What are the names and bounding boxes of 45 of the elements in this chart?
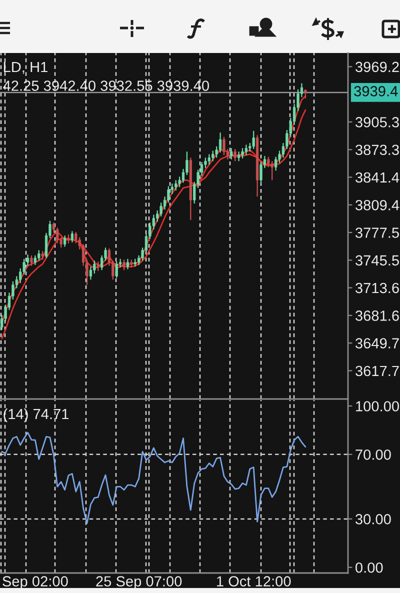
y-tick-label: 3873.3 xyxy=(356,144,399,156)
x-tick-label: 25 Sep 07:00 xyxy=(96,576,182,590)
y-tick-label: 3649.7 xyxy=(356,338,399,348)
y-tick-label: 100.00 xyxy=(356,401,399,412)
candlestick xyxy=(38,250,40,262)
y-tick-label: 3905.3 xyxy=(356,117,399,128)
candlestick xyxy=(174,180,178,192)
ref-line-label: 3939.4 xyxy=(354,86,398,96)
annotation: LD, H1 xyxy=(4,62,48,74)
y-tick-label: 30.00 xyxy=(356,514,391,524)
candlestick xyxy=(96,260,100,272)
candlestick xyxy=(122,259,126,271)
y-tick-label: 3969.2 xyxy=(356,62,399,72)
candlestick xyxy=(56,227,59,244)
candlestick xyxy=(212,150,214,162)
x-tick-label: Sep 02:00 xyxy=(2,576,68,590)
candlestick xyxy=(270,160,274,181)
y-tick-label: 3777.5 xyxy=(356,228,399,238)
candlestick xyxy=(63,234,66,248)
y-tick-label: 3809.4 xyxy=(356,200,400,210)
candlestick xyxy=(234,148,236,162)
candlestick xyxy=(30,254,33,266)
candlestick xyxy=(244,144,248,156)
candlestick xyxy=(70,230,74,243)
y-tick-label: 3617.7 xyxy=(356,366,399,376)
candlestick xyxy=(126,258,130,270)
annotation: (14) 74.71 xyxy=(4,408,69,422)
candlestick xyxy=(274,156,278,172)
y-tick-label: 3841.4 xyxy=(356,172,400,183)
annotation: 42.25 3942.40 3932.55 3939.40 xyxy=(3,80,209,91)
candlestick xyxy=(218,132,222,154)
candlestick xyxy=(34,254,36,266)
y-tick-label: 3681.6 xyxy=(356,310,399,321)
candlestick xyxy=(89,266,92,280)
candlestick xyxy=(208,154,210,166)
y-tick-label: 0.00 xyxy=(356,562,383,573)
line-series xyxy=(1,432,306,524)
x-tick-label: 1 Oct 12:00 xyxy=(217,576,291,586)
candlestick xyxy=(222,136,226,156)
y-tick-label: 3745.5 xyxy=(356,255,399,266)
y-tick-label: 70.00 xyxy=(356,449,391,460)
candlestick xyxy=(252,130,255,150)
candlestick xyxy=(237,151,240,162)
candlestick xyxy=(241,148,244,160)
y-tick-label: 3713.6 xyxy=(356,282,399,294)
